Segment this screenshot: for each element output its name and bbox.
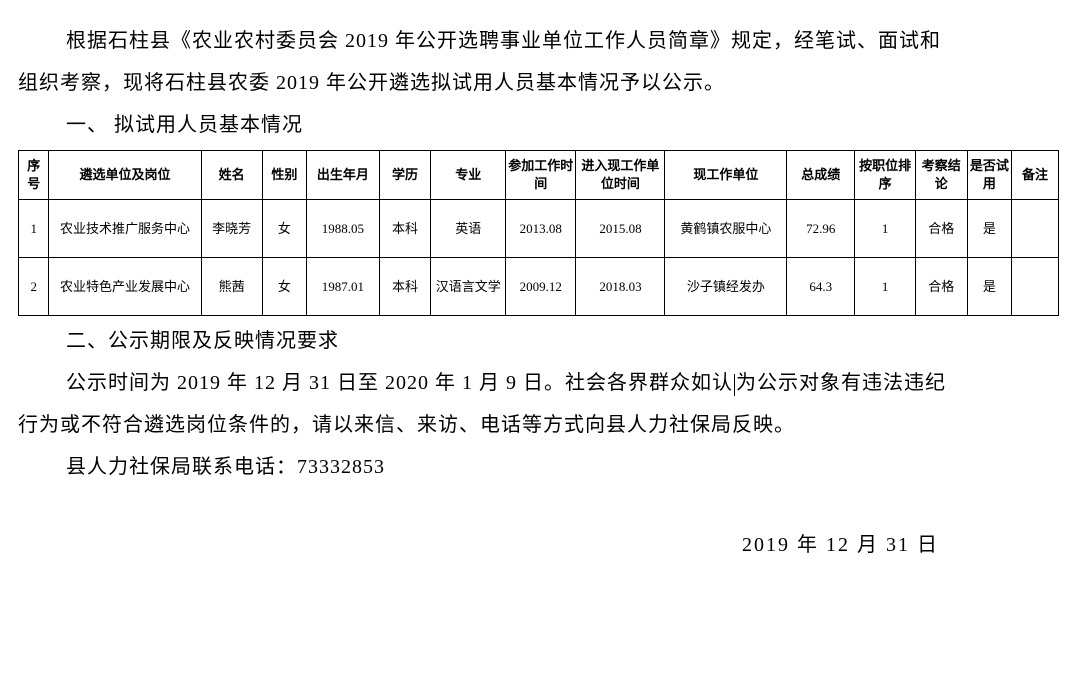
cell-remark (1012, 200, 1059, 258)
cell-edu: 本科 (379, 258, 431, 316)
cell-gender: 女 (262, 200, 307, 258)
col-header-edu: 学历 (379, 151, 431, 200)
cell-unit-post: 农业特色产业发展中心 (49, 258, 201, 316)
col-header-seq: 序号 (19, 151, 49, 200)
cell-rank: 1 (855, 200, 916, 258)
cell-currentunit: 沙子镇经发办 (665, 258, 787, 316)
cell-score: 72.96 (787, 200, 855, 258)
cell-birth: 1988.05 (307, 200, 380, 258)
notice-paragraph-line1: 公示时间为 2019 年 12 月 31 日至 2020 年 1 月 9 日。社… (18, 362, 1059, 404)
cell-worktime: 2009.12 (506, 258, 576, 316)
cell-result: 合格 (916, 200, 968, 258)
cell-seq: 2 (19, 258, 49, 316)
contact-line: 县人力社保局联系电话：73332853 (18, 446, 1059, 488)
cell-major: 英语 (431, 200, 506, 258)
cell-major: 汉语言文学 (431, 258, 506, 316)
col-header-result: 考察结论 (916, 151, 968, 200)
cell-birth: 1987.01 (307, 258, 380, 316)
cell-result: 合格 (916, 258, 968, 316)
cell-score: 64.3 (787, 258, 855, 316)
col-header-trial: 是否试用 (967, 151, 1012, 200)
text-cursor-icon (734, 374, 735, 396)
table-row: 1 农业技术推广服务中心 李晓芳 女 1988.05 本科 英语 2013.08… (19, 200, 1059, 258)
document-body: 根据石柱县《农业农村委员会 2019 年公开选聘事业单位工作人员简章》规定，经笔… (0, 0, 1077, 597)
col-header-remark: 备注 (1012, 151, 1059, 200)
cell-name: 李晓芳 (201, 200, 262, 258)
section-1-heading: 一、 拟试用人员基本情况 (18, 104, 1059, 146)
intro-paragraph-line1: 根据石柱县《农业农村委员会 2019 年公开选聘事业单位工作人员简章》规定，经笔… (18, 20, 1059, 62)
cell-currentunit: 黄鹤镇农服中心 (665, 200, 787, 258)
cell-currenttime: 2015.08 (576, 200, 665, 258)
table-row: 2 农业特色产业发展中心 熊茜 女 1987.01 本科 汉语言文学 2009.… (19, 258, 1059, 316)
col-header-birth: 出生年月 (307, 151, 380, 200)
cell-currenttime: 2018.03 (576, 258, 665, 316)
notice-text-a: 公示时间为 2019 年 12 月 31 日至 2020 年 1 月 9 日。社… (66, 372, 733, 394)
col-header-unit-post: 遴选单位及岗位 (49, 151, 201, 200)
cell-rank: 1 (855, 258, 916, 316)
table-header-row: 序号 遴选单位及岗位 姓名 性别 出生年月 学历 专业 参加工作时间 进入现工作… (19, 151, 1059, 200)
cell-trial: 是 (967, 200, 1012, 258)
notice-text-b: 为公示对象有违法违纪 (736, 372, 946, 394)
cell-name: 熊茜 (201, 258, 262, 316)
col-header-worktime: 参加工作时间 (506, 151, 576, 200)
intro-paragraph-line2: 组织考察，现将石柱县农委 2019 年公开遴选拟试用人员基本情况予以公示。 (18, 62, 1059, 104)
col-header-score: 总成绩 (787, 151, 855, 200)
cell-remark (1012, 258, 1059, 316)
col-header-major: 专业 (431, 151, 506, 200)
col-header-rank: 按职位排序 (855, 151, 916, 200)
date-line: 2019 年 12 月 31 日 (18, 528, 1059, 557)
col-header-currenttime: 进入现工作单位时间 (576, 151, 665, 200)
personnel-table: 序号 遴选单位及岗位 姓名 性别 出生年月 学历 专业 参加工作时间 进入现工作… (18, 150, 1059, 316)
col-header-gender: 性别 (262, 151, 307, 200)
col-header-name: 姓名 (201, 151, 262, 200)
cell-seq: 1 (19, 200, 49, 258)
section-2-heading: 二、公示期限及反映情况要求 (18, 320, 1059, 362)
cell-edu: 本科 (379, 200, 431, 258)
cell-worktime: 2013.08 (506, 200, 576, 258)
cell-unit-post: 农业技术推广服务中心 (49, 200, 201, 258)
col-header-currentunit: 现工作单位 (665, 151, 787, 200)
cell-trial: 是 (967, 258, 1012, 316)
notice-paragraph-line2: 行为或不符合遴选岗位条件的，请以来信、来访、电话等方式向县人力社保局反映。 (18, 404, 1059, 446)
cell-gender: 女 (262, 258, 307, 316)
